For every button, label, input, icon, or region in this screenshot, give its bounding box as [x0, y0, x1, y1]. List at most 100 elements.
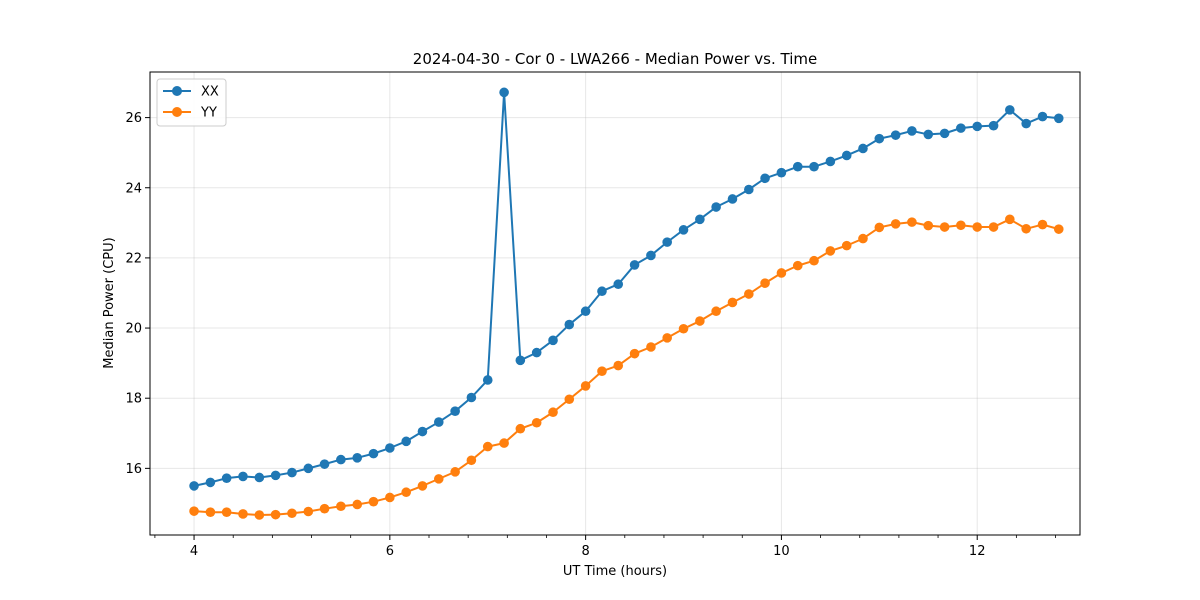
data-point-xx	[303, 463, 314, 474]
legend: XX YY	[156, 78, 227, 127]
data-point-xx	[548, 335, 558, 346]
data-point-yy	[270, 509, 281, 520]
y-tick-label: 26	[125, 111, 142, 126]
data-point-yy	[580, 381, 591, 391]
data-point-yy	[939, 222, 950, 232]
data-point-yy	[189, 506, 199, 516]
data-point-yy	[744, 289, 754, 299]
data-point-yy	[515, 423, 526, 434]
data-point-xx	[711, 202, 721, 212]
data-point-xx	[221, 473, 232, 483]
data-point-xx	[515, 355, 526, 366]
data-point-yy	[907, 217, 917, 227]
data-point-xx	[482, 375, 493, 385]
data-point-yy	[221, 507, 232, 517]
data-point-yy	[205, 507, 216, 517]
data-point-xx	[368, 448, 379, 459]
plot-series	[189, 87, 1064, 520]
data-point-yy	[646, 342, 656, 352]
data-point-xx	[417, 426, 428, 437]
data-point-yy	[809, 255, 819, 266]
data-point-xx	[401, 436, 411, 447]
data-point-yy	[776, 268, 787, 278]
data-point-yy	[287, 508, 297, 519]
data-point-yy	[1005, 214, 1015, 225]
data-point-xx	[205, 477, 216, 488]
data-point-xx	[531, 347, 542, 358]
data-point-yy	[841, 240, 852, 251]
y-tick-label: 16	[125, 462, 142, 477]
data-point-xx	[841, 150, 852, 161]
data-point-yy	[923, 220, 934, 231]
data-point-xx	[809, 161, 819, 172]
data-point-xx	[564, 319, 575, 330]
data-point-xx	[972, 121, 983, 132]
data-point-yy	[792, 260, 803, 271]
x-tick-label: 6	[386, 544, 394, 559]
data-point-xx	[597, 286, 607, 297]
data-point-xx	[956, 123, 966, 133]
data-point-xx	[254, 472, 265, 483]
data-point-xx	[646, 250, 656, 261]
legend-xx-marker	[172, 86, 182, 96]
data-point-yy	[352, 499, 363, 510]
legend-xx-label: XX	[201, 85, 219, 100]
data-point-xx	[499, 87, 509, 98]
data-point-xx	[613, 279, 624, 290]
data-point-yy	[303, 506, 314, 517]
x-tick-label: 12	[969, 544, 986, 559]
y-tick-label: 18	[125, 392, 142, 407]
data-point-yy	[678, 323, 689, 334]
data-point-yy	[825, 246, 836, 256]
data-point-xx	[336, 454, 346, 465]
data-point-yy	[890, 219, 901, 229]
x-axis-label: UT Time (hours)	[563, 564, 667, 579]
y-axis: 16 18 20 22 24 26	[125, 111, 150, 477]
series-line-xx	[193, 91, 1059, 487]
series-yy	[189, 214, 1064, 520]
data-point-yy	[874, 222, 885, 233]
data-point-yy	[662, 333, 672, 343]
data-point-xx	[238, 471, 248, 482]
x-axis: 4 6 8 10 12	[154, 535, 1056, 559]
data-point-yy	[613, 360, 624, 371]
data-point-yy	[858, 233, 868, 244]
data-point-yy	[760, 278, 770, 288]
data-point-yy	[238, 509, 248, 519]
data-point-yy	[385, 492, 395, 503]
data-point-xx	[858, 143, 868, 154]
x-tick-label: 10	[773, 544, 790, 559]
data-point-yy	[336, 501, 346, 512]
data-point-xx	[629, 260, 640, 270]
data-point-xx	[760, 173, 770, 184]
data-point-yy	[1021, 223, 1031, 234]
series-line-yy	[193, 218, 1060, 517]
data-point-yy	[956, 220, 966, 231]
data-point-xx	[287, 467, 297, 478]
data-point-yy	[450, 467, 460, 477]
data-point-yy	[564, 394, 575, 405]
data-point-yy	[401, 487, 411, 498]
legend-yy-label: YY	[200, 106, 217, 121]
data-point-xx	[433, 417, 444, 427]
data-point-xx	[1053, 113, 1064, 124]
data-point-yy	[1037, 219, 1048, 230]
data-point-yy	[695, 316, 705, 326]
data-point-xx	[825, 156, 836, 167]
data-point-xx	[319, 459, 330, 469]
data-point-xx	[1005, 105, 1015, 115]
data-point-xx	[792, 161, 803, 172]
data-point-xx	[450, 406, 460, 416]
data-point-yy	[368, 496, 379, 507]
data-point-xx	[580, 306, 591, 317]
data-point-xx	[744, 184, 754, 195]
data-point-yy	[1053, 224, 1064, 234]
data-point-xx	[270, 470, 281, 481]
data-point-xx	[874, 133, 885, 144]
data-point-yy	[972, 222, 983, 232]
data-point-yy	[727, 297, 738, 308]
data-point-yy	[597, 366, 607, 377]
data-point-yy	[417, 481, 428, 491]
plot-frame	[149, 71, 1081, 536]
